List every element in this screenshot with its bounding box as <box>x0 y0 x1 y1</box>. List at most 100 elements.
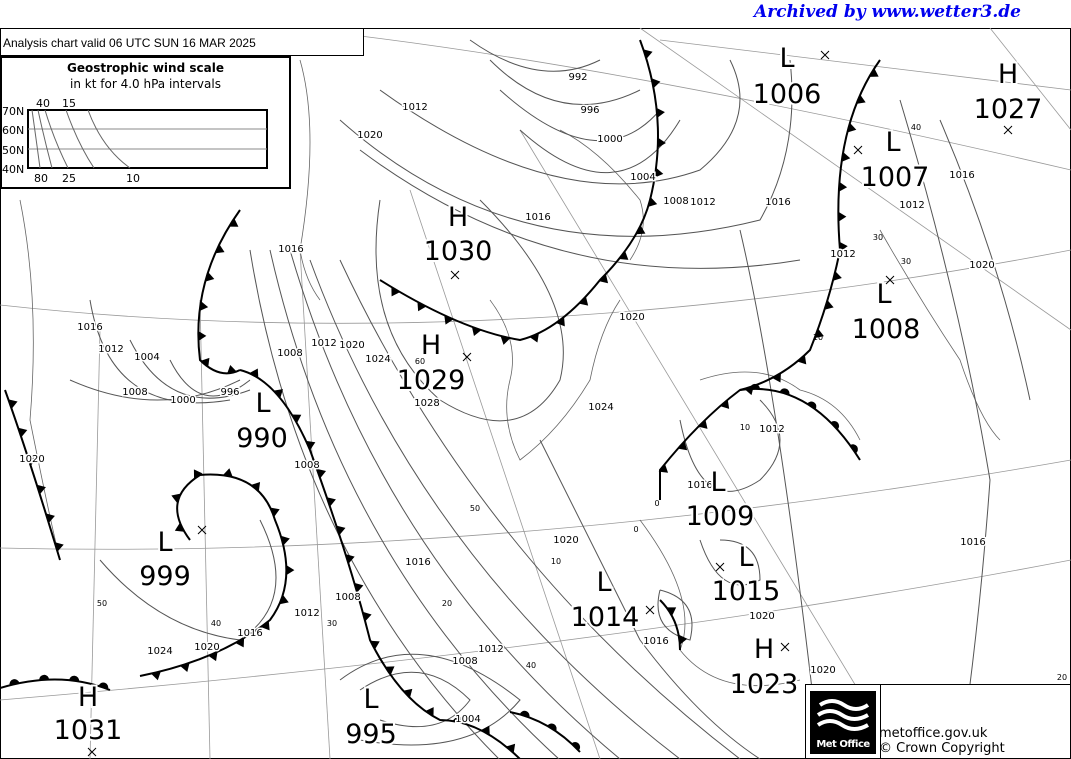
latitude-label: 10 <box>551 557 561 566</box>
isobar-label: 1004 <box>455 714 480 725</box>
high-pressure-centre: H 1027 <box>972 57 1044 135</box>
latitude-label: 50 <box>97 599 107 608</box>
isobar <box>69 379 241 401</box>
front-triangle <box>280 535 290 546</box>
front-triangle <box>336 525 346 536</box>
centre-type: L <box>255 388 270 419</box>
cold-front <box>239 369 521 759</box>
front-triangle <box>635 225 646 235</box>
front-triangle <box>847 122 857 133</box>
isobar-label: 1024 <box>365 354 390 365</box>
grid-line <box>0 249 1071 324</box>
chart-title: Analysis chart valid 06 UTC SUN 16 MAR 2… <box>0 28 364 56</box>
grid-line <box>409 189 601 759</box>
isobar-label: 1028 <box>414 398 439 409</box>
latitude-label: 50 <box>470 504 480 513</box>
centre-pressure: 1030 <box>424 236 493 267</box>
high-pressure-centre: H 1023 <box>728 632 801 702</box>
front-semicircle <box>830 420 840 430</box>
cold-front <box>139 473 288 677</box>
front-triangle <box>235 638 245 648</box>
front-triangle <box>578 296 589 306</box>
logo-text: Met Office <box>816 739 870 750</box>
centre-pressure: 1009 <box>686 501 755 532</box>
latitude-label: 10 <box>740 423 750 432</box>
metoffice-url[interactable]: metoffice.gov.uk <box>879 726 988 741</box>
isobar <box>339 259 741 759</box>
lat-50n: 50N <box>2 144 24 157</box>
centre-pressure: 1014 <box>571 602 640 633</box>
isobar <box>339 653 521 746</box>
front-triangle <box>598 274 609 284</box>
coastline <box>299 59 321 301</box>
front-triangle <box>677 441 688 451</box>
isobar-label: 1012 <box>98 344 123 355</box>
front-triangle <box>193 469 203 479</box>
front-triangle <box>18 427 28 438</box>
centre-cross-icon <box>885 275 895 285</box>
isobar-label: 1016 <box>643 636 668 647</box>
front-triangle <box>391 286 400 297</box>
isobar-label: 996 <box>220 387 239 398</box>
centre-pressure: 995 <box>345 719 397 750</box>
centre-type: L <box>876 279 891 310</box>
front-triangle <box>643 49 653 59</box>
centre-type: H <box>754 634 774 665</box>
front-triangle <box>417 301 427 312</box>
front-triangle <box>444 315 454 325</box>
scale-bottom-80: 80 <box>34 172 48 185</box>
centre-pressure: 1006 <box>753 79 822 110</box>
isobar <box>469 39 601 72</box>
latitude-label: 20 <box>442 599 452 608</box>
front-triangle <box>838 181 848 192</box>
isobar-label: 1020 <box>19 454 44 465</box>
scale-top-40: 40 <box>36 97 50 110</box>
front-triangle <box>370 640 380 650</box>
copyright: © Crown Copyright <box>879 741 1005 756</box>
latitude-label: 30 <box>901 257 911 266</box>
front-triangle <box>316 468 327 479</box>
scale-top-15: 15 <box>62 97 76 110</box>
cold-front <box>659 599 681 651</box>
centre-type: H <box>998 59 1018 90</box>
lat-60n: 60N <box>2 124 24 137</box>
front-triangle <box>228 218 239 227</box>
front-triangle <box>425 707 434 717</box>
isobar-label: 1024 <box>588 402 613 413</box>
latitude-label: 10 <box>813 333 823 342</box>
grid-line <box>199 299 211 759</box>
coastline <box>559 129 644 261</box>
front-triangle <box>666 607 677 616</box>
low-pressure-centre: L 995 <box>343 682 399 752</box>
centre-cross-icon <box>645 605 655 615</box>
centre-pressure: 1029 <box>397 365 466 396</box>
isobar-label: 1008 <box>452 656 477 667</box>
archive-link[interactable]: Archived by www.wetter3.de <box>754 2 1021 22</box>
centre-cross-icon <box>820 50 830 60</box>
front-triangle <box>698 419 708 429</box>
isobar-label: 1016 <box>687 480 712 491</box>
warm-front <box>739 387 861 461</box>
isobar-label: 1000 <box>597 134 622 145</box>
front-triangle <box>481 725 490 736</box>
coastline <box>699 371 861 441</box>
front-triangle <box>205 271 215 282</box>
isobar <box>129 339 251 399</box>
front-triangle <box>656 107 665 118</box>
isobar-label: 1012 <box>899 200 924 211</box>
centre-type: L <box>779 43 794 74</box>
isobar-label: 1016 <box>949 170 974 181</box>
centre-type: H <box>448 202 468 233</box>
centre-type: L <box>738 542 753 573</box>
isobar-label: 1000 <box>170 395 195 406</box>
isobar-label: 1004 <box>134 352 159 363</box>
centre-cross-icon <box>87 747 97 757</box>
low-pressure-centre: L 1006 <box>751 41 830 112</box>
low-pressure-centre: L 990 <box>234 386 290 456</box>
isobar <box>269 249 560 759</box>
front-triangle <box>658 463 669 473</box>
front-triangle <box>270 507 280 517</box>
wind-scale-panel: Geostrophic wind scale in kt for 4.0 hPa… <box>0 56 291 189</box>
